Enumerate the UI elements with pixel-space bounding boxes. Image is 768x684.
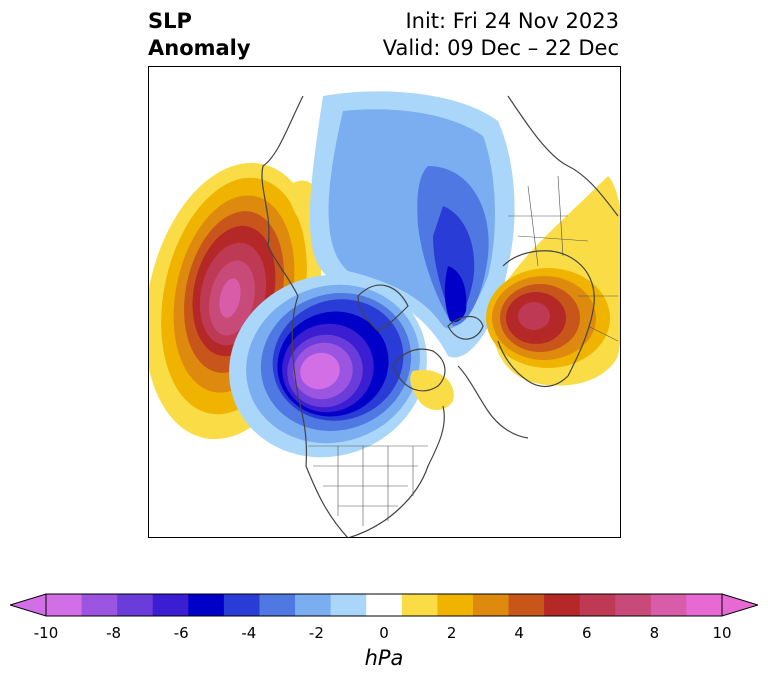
colorbar-tick-label: 2 xyxy=(446,624,457,642)
slp-anomaly-map xyxy=(148,66,621,538)
colorbar-segment xyxy=(152,594,189,616)
colorbar-segment xyxy=(579,594,616,616)
colorbar-segment xyxy=(259,594,296,616)
colorbar-segment xyxy=(650,594,687,616)
coastlines xyxy=(261,95,619,538)
colorbar-over-arrow xyxy=(721,593,758,617)
colorbar-segment xyxy=(686,594,723,616)
colorbar-segment xyxy=(188,594,225,616)
colorbar-tick-label: -2 xyxy=(308,624,324,642)
colorbar xyxy=(10,593,758,617)
colorbar-segment xyxy=(472,594,510,616)
title-line-2: Anomaly xyxy=(148,36,251,60)
colorbar-tick-label: 8 xyxy=(649,624,660,642)
colorbar-tick-label: -6 xyxy=(173,624,189,642)
colorbar-segment xyxy=(544,594,581,616)
colorbar-tick-label: 0 xyxy=(379,624,389,642)
positive-anomaly-europe xyxy=(486,176,621,386)
colorbar-segment xyxy=(508,594,545,616)
valid-period: Valid: 09 Dec – 22 Dec xyxy=(382,36,619,60)
colorbar-segment xyxy=(366,594,403,616)
colorbar-segment xyxy=(615,594,652,616)
colorbar-segment xyxy=(401,594,438,616)
colorbar-tick-label: -4 xyxy=(241,624,257,642)
colorbar-tick-label: 4 xyxy=(514,624,524,642)
map-subtitle: Init: Fri 24 Nov 2023 Valid: 09 Dec – 22… xyxy=(383,8,619,62)
colorbar-segment xyxy=(437,594,474,616)
colorbar-segment xyxy=(295,594,332,616)
colorbar-segment xyxy=(330,594,367,616)
colorbar-segment xyxy=(223,594,260,616)
colorbar-tick-label: 10 xyxy=(712,624,732,642)
colorbar-unit: hPa xyxy=(364,646,404,670)
colorbar-frame xyxy=(45,593,723,617)
colorbar-under-arrow xyxy=(10,593,47,617)
map-frame xyxy=(148,66,621,538)
colorbar-tick-label: -8 xyxy=(106,624,122,642)
colorbar-tick-label: -10 xyxy=(33,624,59,642)
colorbar-tick-label: 6 xyxy=(582,624,592,642)
map-title: SLP Anomaly xyxy=(148,8,251,62)
colorbar-segment xyxy=(81,594,118,616)
political-borders xyxy=(308,175,619,526)
title-line-1: SLP xyxy=(148,9,192,33)
init-date: Init: Fri 24 Nov 2023 xyxy=(405,9,619,33)
colorbar-segment xyxy=(117,594,154,616)
negative-anomaly-arctic xyxy=(309,91,515,358)
colorbar-segment xyxy=(46,594,83,616)
